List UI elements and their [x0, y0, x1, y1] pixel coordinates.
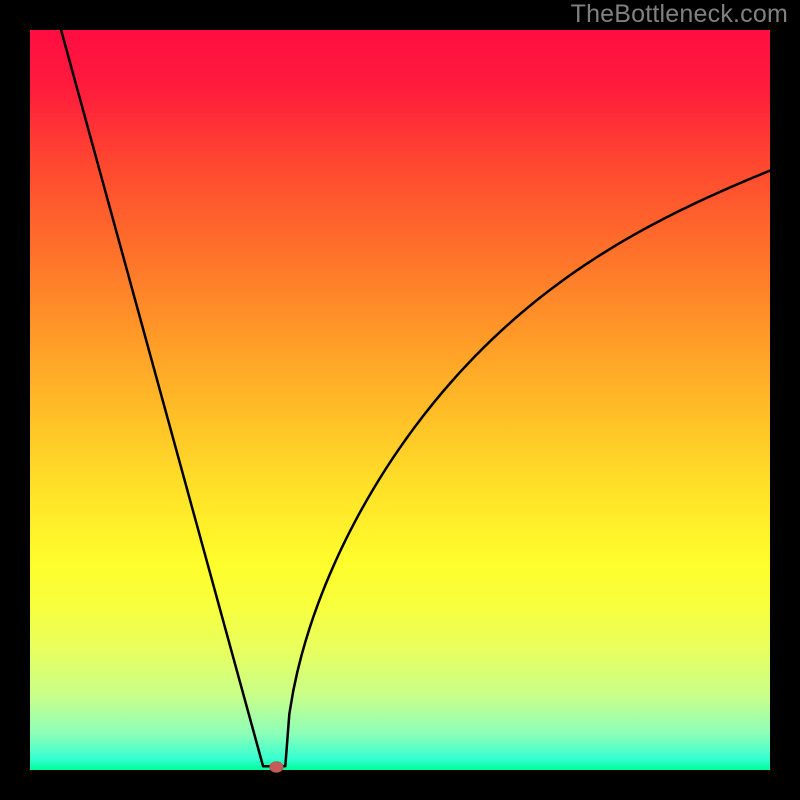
dip-marker: [269, 762, 283, 773]
chart-container: TheBottleneck.com: [0, 0, 800, 800]
chart-svg: [0, 0, 800, 800]
watermark-text: TheBottleneck.com: [571, 0, 788, 29]
plot-area: [30, 30, 770, 770]
